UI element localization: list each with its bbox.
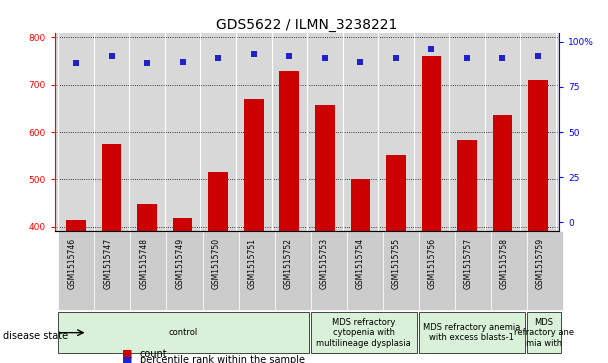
Bar	[58, 232, 94, 310]
Text: GSM1515759: GSM1515759	[536, 238, 545, 289]
Text: MDS
refractory ane
mia with: MDS refractory ane mia with	[514, 318, 574, 347]
Bar	[386, 155, 406, 363]
Bar	[419, 232, 455, 310]
Bar	[58, 312, 309, 354]
Bar	[492, 115, 513, 363]
Bar	[527, 312, 561, 354]
Bar	[491, 232, 527, 310]
Point	[107, 53, 117, 59]
Text: GSM1515756: GSM1515756	[428, 238, 437, 289]
Text: percentile rank within the sample: percentile rank within the sample	[140, 355, 305, 363]
Text: GSM1515750: GSM1515750	[212, 238, 221, 289]
Bar	[315, 105, 334, 363]
Bar	[311, 312, 416, 354]
Text: ■: ■	[122, 355, 132, 363]
Bar	[275, 232, 311, 310]
Point	[142, 61, 152, 66]
Point	[462, 55, 472, 61]
Text: count: count	[140, 349, 167, 359]
Text: GSM1515749: GSM1515749	[176, 238, 184, 289]
Point	[213, 55, 223, 61]
Bar	[455, 232, 491, 310]
Bar	[173, 218, 192, 363]
Bar	[244, 99, 263, 363]
Bar	[347, 232, 383, 310]
Point	[427, 46, 437, 52]
Point	[285, 53, 294, 59]
Bar	[167, 232, 202, 310]
Text: MDS refractory anemia
with excess blasts-1: MDS refractory anemia with excess blasts…	[423, 323, 520, 342]
Bar	[130, 232, 167, 310]
Point	[497, 55, 507, 61]
Bar	[383, 232, 419, 310]
Point	[178, 59, 187, 65]
Text: GSM1515755: GSM1515755	[392, 238, 401, 289]
Title: GDS5622 / ILMN_3238221: GDS5622 / ILMN_3238221	[216, 18, 398, 32]
Bar	[209, 172, 228, 363]
Bar	[137, 204, 157, 363]
Text: GSM1515754: GSM1515754	[356, 238, 365, 289]
Point	[533, 53, 543, 59]
Bar	[102, 144, 122, 363]
Text: GSM1515748: GSM1515748	[139, 238, 148, 289]
Point	[356, 59, 365, 65]
Bar	[311, 232, 347, 310]
Bar	[94, 232, 130, 310]
Bar	[238, 232, 275, 310]
Bar	[527, 232, 563, 310]
Bar	[457, 140, 477, 363]
Point	[320, 55, 330, 61]
Text: MDS refractory
cytopenia with
multilineage dysplasia: MDS refractory cytopenia with multilinea…	[316, 318, 411, 347]
Bar	[351, 179, 370, 363]
Text: ■: ■	[122, 349, 132, 359]
Point	[71, 61, 81, 66]
Text: GSM1515758: GSM1515758	[500, 238, 509, 289]
Point	[391, 55, 401, 61]
Text: GSM1515753: GSM1515753	[320, 238, 329, 289]
Bar	[422, 56, 441, 363]
Text: disease state: disease state	[3, 331, 68, 341]
Text: GSM1515747: GSM1515747	[103, 238, 112, 289]
Point	[249, 52, 258, 57]
Text: GSM1515752: GSM1515752	[283, 238, 292, 289]
Text: GSM1515757: GSM1515757	[464, 238, 473, 289]
Bar	[419, 312, 525, 354]
Bar	[528, 80, 548, 363]
Bar	[66, 220, 86, 363]
Text: control: control	[169, 328, 198, 337]
Text: GSM1515746: GSM1515746	[67, 238, 77, 289]
Bar	[280, 70, 299, 363]
Text: GSM1515751: GSM1515751	[247, 238, 257, 289]
Bar	[202, 232, 238, 310]
